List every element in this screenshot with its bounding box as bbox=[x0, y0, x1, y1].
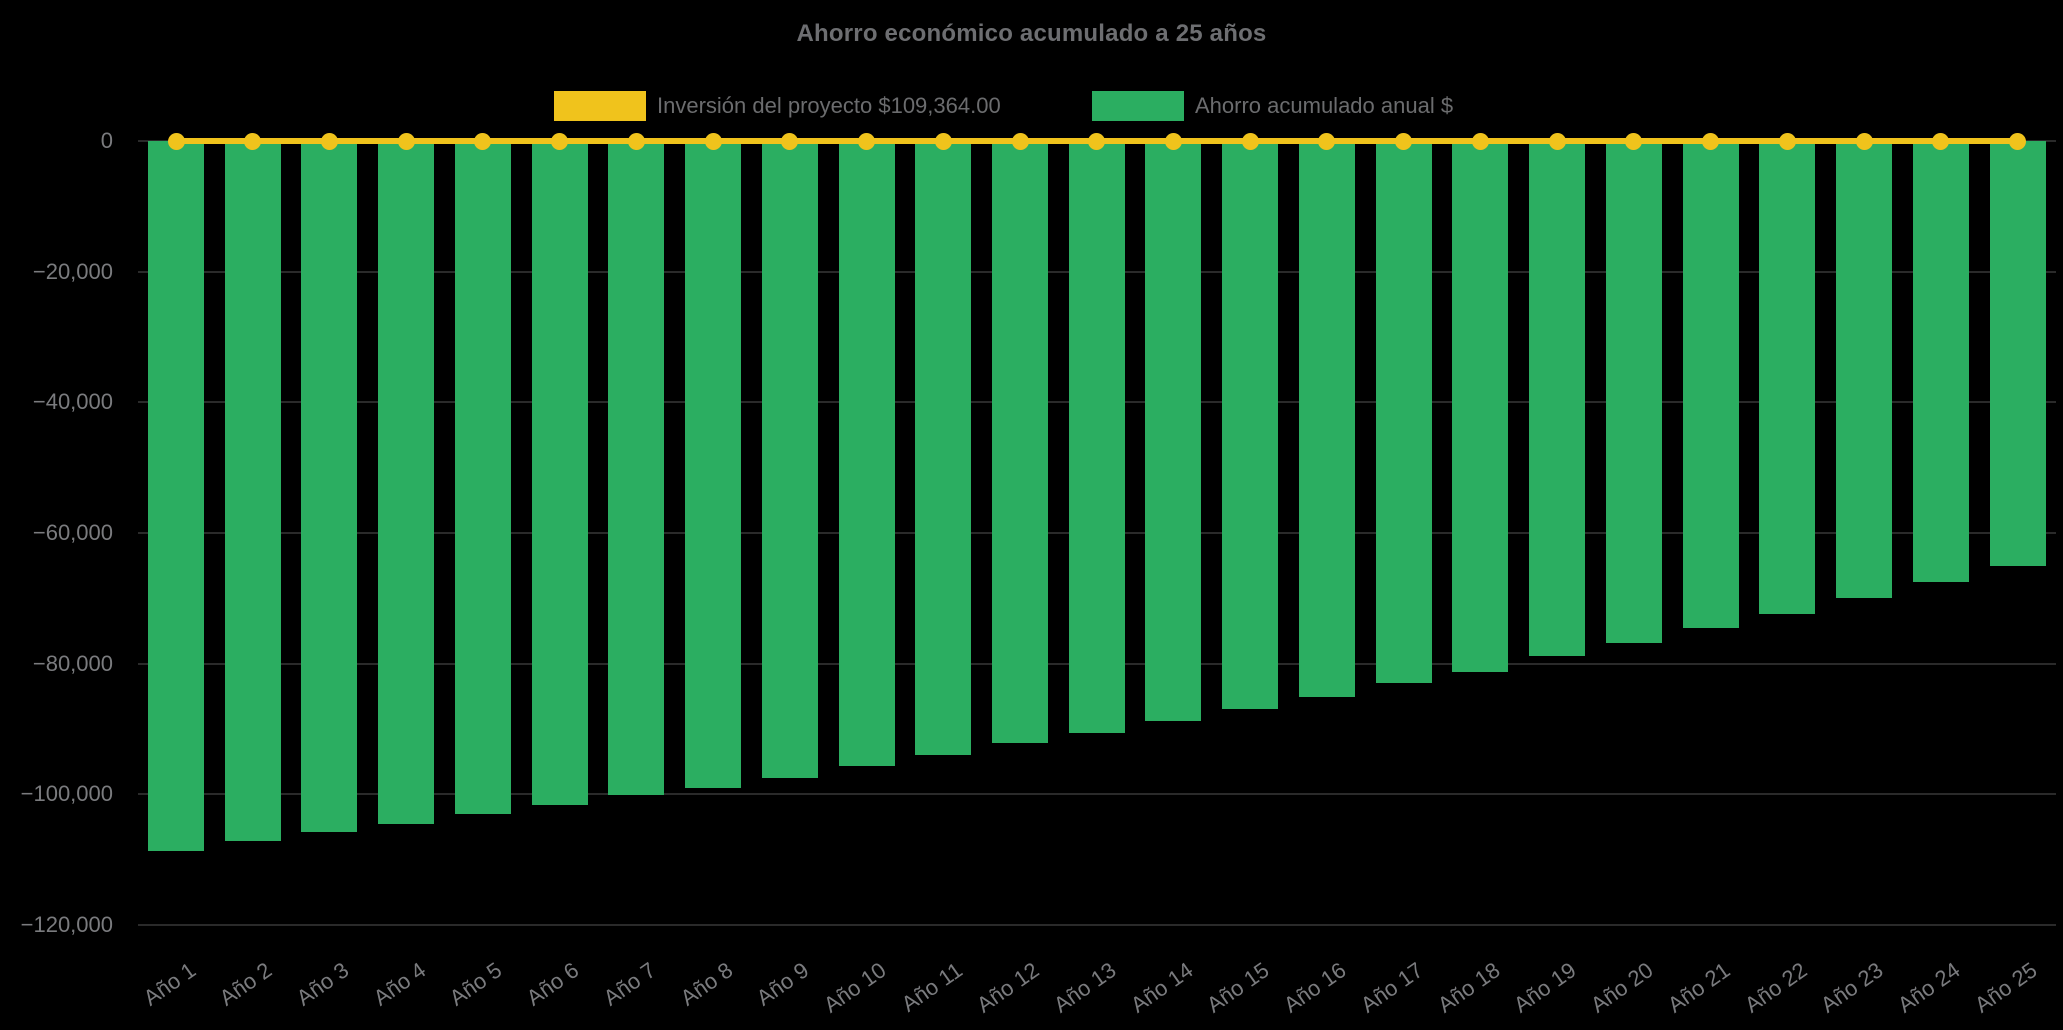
investment-point-icon bbox=[627, 132, 645, 150]
grid-line bbox=[138, 923, 2056, 926]
chart-title: Ahorro económico acumulado a 25 años bbox=[796, 20, 1267, 47]
investment-point-icon bbox=[1625, 132, 1643, 150]
y-axis-tick-label: −120,000 bbox=[20, 911, 113, 937]
investment-point-icon bbox=[934, 132, 952, 150]
x-axis-tick-label: Año 21 bbox=[1662, 957, 1735, 1018]
x-axis-tick-label: Año 16 bbox=[1279, 957, 1351, 1018]
bar-ahorro-acumulado bbox=[301, 141, 358, 833]
bar-ahorro-acumulado bbox=[915, 141, 972, 756]
investment-point-icon bbox=[244, 132, 262, 150]
x-axis-tick-label: Año 10 bbox=[818, 957, 891, 1018]
x-axis-tick-label: Año 5 bbox=[445, 957, 507, 1011]
bar-ahorro-acumulado bbox=[1759, 141, 1816, 614]
x-axis-tick-label: Año 7 bbox=[598, 957, 661, 1011]
x-axis-tick-label: Año 15 bbox=[1202, 957, 1274, 1018]
bar-ahorro-acumulado bbox=[761, 141, 818, 778]
legend-swatch-ahorro-icon bbox=[1092, 91, 1184, 121]
bar-ahorro-acumulado bbox=[1145, 141, 1202, 722]
legend-swatch-inversion-icon bbox=[554, 91, 646, 121]
bar-ahorro-acumulado bbox=[1836, 141, 1893, 599]
investment-point-icon bbox=[1395, 132, 1413, 150]
bar-ahorro-acumulado bbox=[1912, 141, 1969, 582]
investment-point-icon bbox=[1932, 132, 1950, 150]
y-axis-tick-label: −40,000 bbox=[32, 389, 113, 415]
x-axis-tick-label: Año 4 bbox=[368, 957, 430, 1011]
investment-point-icon bbox=[167, 132, 185, 150]
bar-ahorro-acumulado bbox=[1068, 141, 1125, 733]
x-axis-tick-label: Año 6 bbox=[521, 957, 584, 1011]
bar-ahorro-acumulado bbox=[1989, 141, 2046, 566]
x-axis-tick-label: Año 24 bbox=[1893, 957, 1965, 1018]
bar-ahorro-acumulado bbox=[685, 141, 742, 788]
investment-point-icon bbox=[397, 132, 415, 150]
investment-point-icon bbox=[1471, 132, 1489, 150]
y-axis-tick-label: −60,000 bbox=[32, 519, 113, 545]
y-axis-tick-label: −20,000 bbox=[32, 258, 113, 284]
legend-item-inversion[interactable]: Inversión del proyecto $109,364.00 bbox=[554, 91, 1001, 121]
x-axis-tick-label: Año 25 bbox=[1969, 957, 2042, 1018]
investment-point-icon bbox=[551, 132, 569, 150]
investment-point-icon bbox=[2009, 132, 2027, 150]
x-axis-tick-label: Año 1 bbox=[138, 957, 200, 1011]
legend-label-inversion: Inversión del proyecto $109,364.00 bbox=[657, 93, 1001, 118]
investment-point-icon bbox=[1011, 132, 1029, 150]
bar-ahorro-acumulado bbox=[1605, 141, 1662, 643]
investment-point-icon bbox=[1778, 132, 1796, 150]
investment-point-icon bbox=[1702, 132, 1720, 150]
x-axis-tick-label: Año 9 bbox=[752, 957, 814, 1011]
investment-point-icon bbox=[1318, 132, 1336, 150]
investment-point-icon bbox=[704, 132, 722, 150]
x-axis-tick-label: Año 12 bbox=[972, 957, 1044, 1018]
bar-ahorro-acumulado bbox=[1375, 141, 1432, 684]
x-axis-tick-label: Año 3 bbox=[291, 957, 354, 1011]
y-axis-tick-label: −80,000 bbox=[32, 650, 113, 676]
x-axis-tick-label: Año 23 bbox=[1816, 957, 1888, 1018]
investment-point-icon bbox=[1241, 132, 1259, 150]
bar-ahorro-acumulado bbox=[992, 141, 1049, 743]
investment-point-icon bbox=[320, 132, 338, 150]
x-axis-tick-label: Año 17 bbox=[1355, 957, 1428, 1018]
investment-point-icon bbox=[474, 132, 492, 150]
y-axis-tick-label: −100,000 bbox=[20, 781, 113, 807]
investment-point-icon bbox=[1548, 132, 1566, 150]
investment-point-icon bbox=[858, 132, 876, 150]
y-axis-tick-label: 0 bbox=[100, 128, 113, 153]
bar-ahorro-acumulado bbox=[1298, 141, 1355, 697]
x-axis-tick-label: Año 19 bbox=[1509, 957, 1581, 1018]
x-axis-tick-label: Año 18 bbox=[1432, 957, 1505, 1018]
x-axis-tick-label: Año 2 bbox=[215, 957, 277, 1011]
bar-ahorro-acumulado bbox=[1452, 141, 1509, 673]
bar-ahorro-acumulado bbox=[531, 141, 588, 805]
x-axis-tick-label: Año 11 bbox=[896, 957, 968, 1017]
bar-ahorro-acumulado bbox=[224, 141, 281, 841]
x-axis-tick-label: Año 8 bbox=[675, 957, 737, 1011]
bar-ahorro-acumulado bbox=[378, 141, 435, 824]
bar-ahorro-acumulado bbox=[838, 141, 895, 766]
bar-ahorro-acumulado bbox=[454, 141, 511, 814]
grid-line bbox=[138, 793, 2056, 796]
investment-point-icon bbox=[1164, 132, 1182, 150]
bar-ahorro-acumulado bbox=[1529, 141, 1586, 656]
x-axis-tick-label: Año 14 bbox=[1125, 957, 1198, 1018]
bar-ahorro-acumulado bbox=[608, 141, 665, 795]
bar-ahorro-acumulado bbox=[148, 141, 204, 852]
investment-point-icon bbox=[1088, 132, 1106, 150]
bar-ahorro-acumulado bbox=[1222, 141, 1279, 709]
investment-point-icon bbox=[781, 132, 799, 150]
legend-label-ahorro: Ahorro acumulado anual $ bbox=[1195, 93, 1454, 118]
bar-ahorro-acumulado bbox=[1682, 141, 1739, 628]
x-axis-tick-label: Año 20 bbox=[1586, 957, 1658, 1018]
investment-point-icon bbox=[1855, 132, 1873, 150]
x-axis-tick-label: Año 13 bbox=[1049, 957, 1121, 1018]
legend-item-ahorro[interactable]: Ahorro acumulado anual $ bbox=[1092, 91, 1453, 121]
x-axis-tick-label: Año 22 bbox=[1739, 957, 1812, 1018]
